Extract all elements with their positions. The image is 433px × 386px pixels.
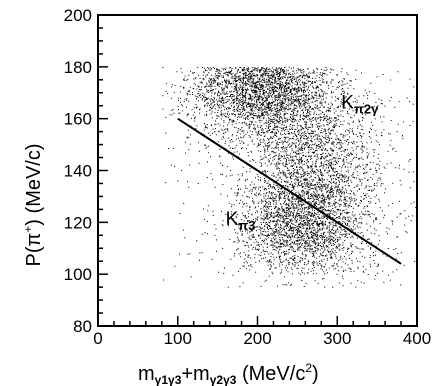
y-axis-title-sup: +	[21, 226, 35, 233]
cut-line	[177, 117, 402, 265]
y-axis-title: P(π+) (MeV/c)	[21, 143, 45, 266]
annotation-k-pi2gamma-sub: π2γ	[354, 101, 379, 116]
y-tick-label: 160	[64, 110, 92, 129]
x-axis-title-plus: +m	[181, 363, 209, 385]
x-axis-title-sup: 2	[305, 361, 312, 375]
x-axis-title: mγ1γ3+mγ2γ3 (MeV/c2)	[138, 361, 319, 386]
x-axis-title-unit: (MeV/c	[236, 363, 305, 385]
x-axis-title-sub2: γ2γ3	[210, 373, 237, 386]
y-tick-label: 180	[64, 58, 92, 77]
y-tick-label: 80	[73, 317, 92, 336]
x-axis-title-close: )	[312, 363, 319, 385]
annotation-k-pi2gamma: Kπ2γ	[341, 92, 379, 116]
x-axis-title-m1: m	[138, 363, 155, 385]
annotation-k-pi3: Kπ3	[226, 209, 256, 233]
axis-ticks	[97, 14, 418, 327]
x-tick-label: 200	[243, 329, 271, 348]
x-axis-title-sub1: γ1γ3	[155, 373, 182, 386]
x-tick-label: 400	[403, 329, 431, 348]
annotation-k-pi3-sub: π3	[238, 218, 255, 233]
y-axis-title-pre: P(π	[23, 233, 45, 267]
annotation-k-pi3-main: K	[226, 209, 239, 230]
annotation-k-pi2gamma-main: K	[341, 92, 354, 113]
x-tick-label: 300	[323, 329, 351, 348]
x-tick-label: 100	[164, 329, 192, 348]
y-tick-label: 120	[64, 213, 92, 232]
x-tick-label: 0	[93, 329, 102, 348]
axis-tick-labels: 0 100 200 300 400 80 100 120 140 160 180 200	[64, 6, 432, 348]
scatter-points	[162, 66, 418, 288]
y-tick-label: 200	[64, 6, 92, 25]
y-tick-label: 100	[64, 265, 92, 284]
y-tick-label: 140	[64, 162, 92, 181]
y-axis-title-post: ) (MeV/c)	[23, 143, 45, 225]
data-points	[162, 66, 418, 288]
